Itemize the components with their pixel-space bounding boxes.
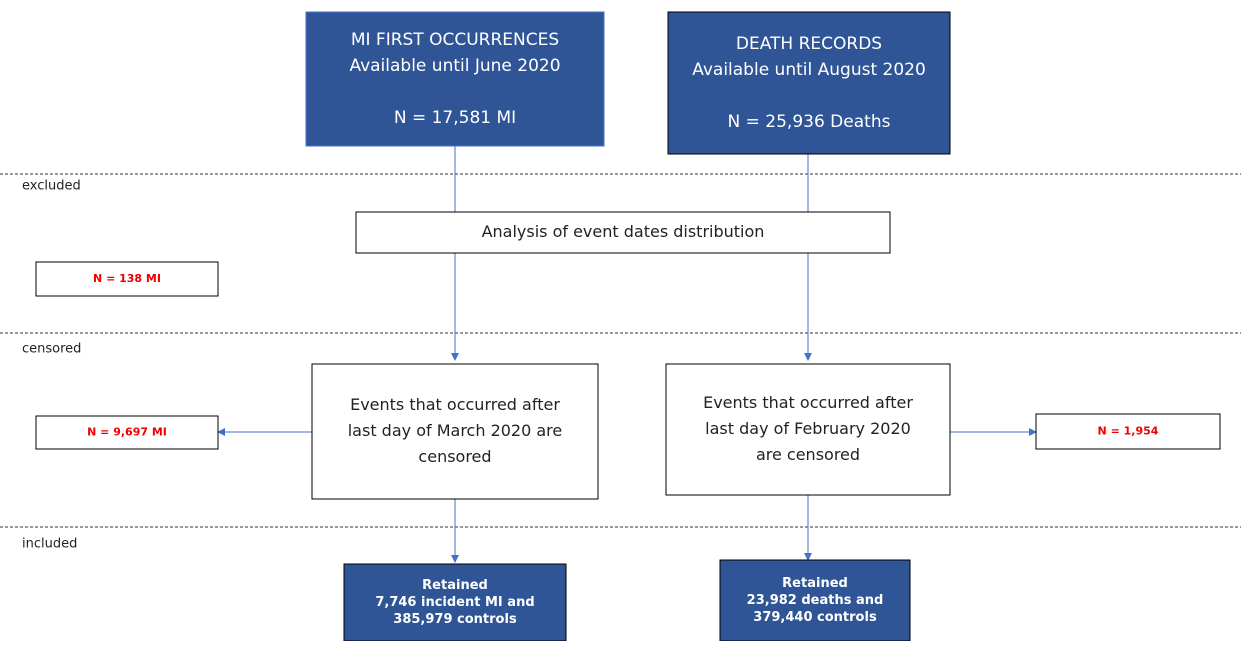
node-text: Events that occurred after [350,395,560,414]
node-box [311,363,599,500]
node-text: N = 1,954 [1098,425,1159,438]
node-text: MI FIRST OCCURRENCES [351,30,559,50]
node-text: 385,979 controls [393,612,517,627]
connectors [217,146,1037,563]
node-text: are censored [756,445,860,464]
node-text: 23,982 deaths and [747,593,884,608]
node-text: last day of March 2020 are [348,421,563,440]
node-box [667,11,951,155]
node-text: censored [418,447,491,466]
node-text: DEATH RECORDS [736,34,882,54]
node-box [305,11,605,147]
section-label: excluded [22,179,81,194]
node-text: N = 25,936 Deaths [728,112,891,132]
section-label: censored [22,342,81,357]
node-text: N = 9,697 MI [87,426,167,439]
section-label: included [22,537,77,552]
node-text: Available until June 2020 [349,56,560,76]
node-box [35,261,219,297]
node-text: 7,746 incident MI and [375,595,534,610]
node-box [355,211,891,254]
node-text: last day of February 2020 [705,419,911,438]
node-text: N = 17,581 MI [394,108,516,128]
node-text: Retained [782,576,848,591]
node-text: Available until August 2020 [692,60,926,80]
node-text: Analysis of event dates distribution [482,222,765,241]
dividers [0,173,1241,528]
node-box [343,563,567,642]
node-box [719,559,911,642]
node-box [665,363,951,496]
node-text: N = 138 MI [93,272,161,285]
node-box [1035,413,1221,450]
node-text: Retained [422,578,488,593]
node-text: Events that occurred after [703,393,913,412]
node-box [35,415,219,450]
node-text: 379,440 controls [753,610,877,625]
